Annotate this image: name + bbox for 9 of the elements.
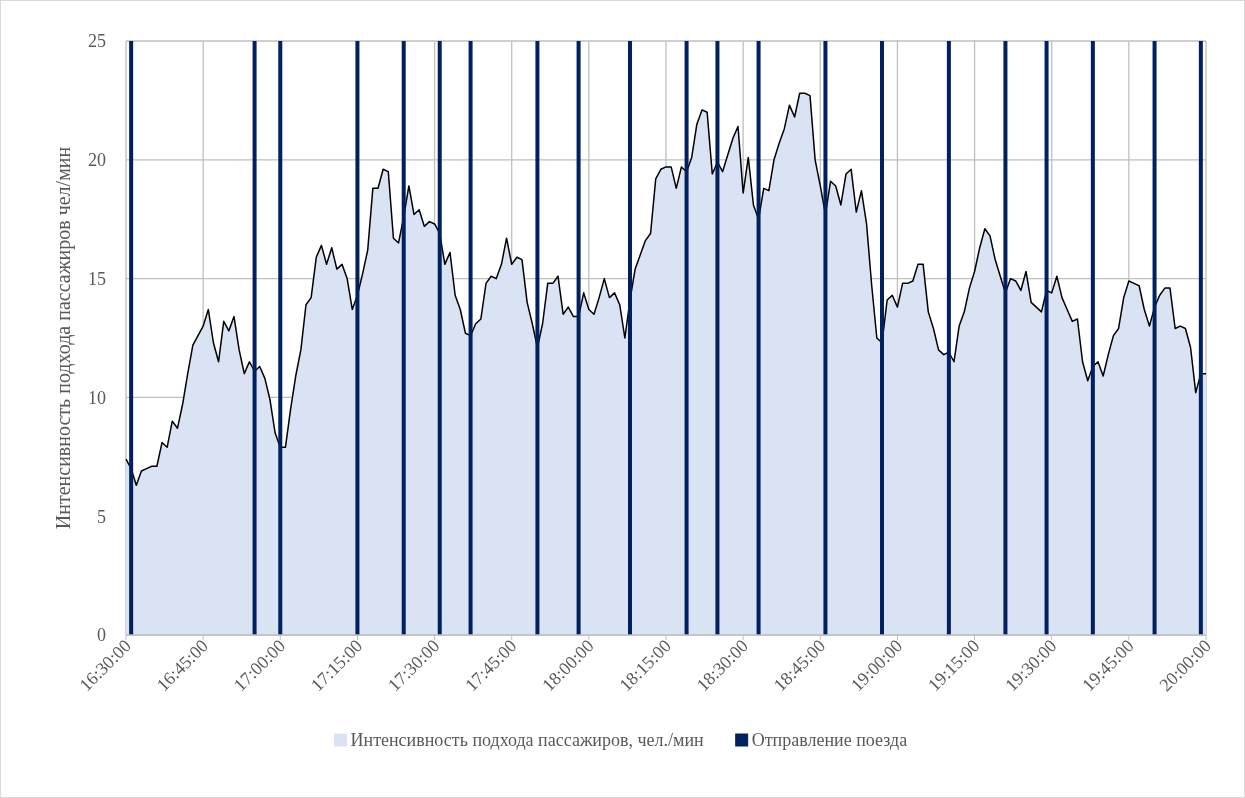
legend-label: Интенсивность подхода пассажиров, чел./мин xyxy=(350,730,705,751)
y-tick-label: 25 xyxy=(88,31,106,52)
y-tick-label: 20 xyxy=(88,150,106,171)
y-tick-label: 0 xyxy=(97,625,106,646)
y-tick-label: 15 xyxy=(88,268,106,289)
y-axis-title: Интенсивность подхода пассажиров чел/мин xyxy=(52,146,75,530)
legend-label: Отправление поезда xyxy=(751,730,908,751)
y-tick-label: 10 xyxy=(88,387,106,408)
y-tick-label: 5 xyxy=(97,506,106,527)
